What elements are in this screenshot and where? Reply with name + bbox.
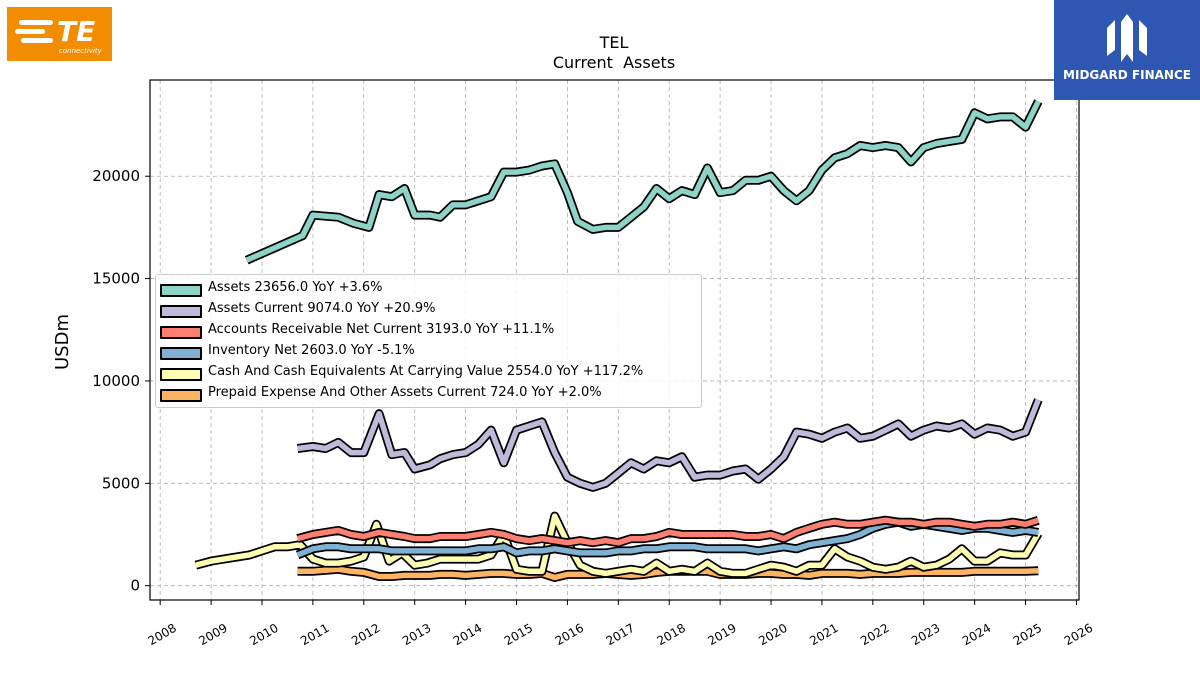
legend-item: Cash And Cash Equivalents At Carrying Va…: [160, 364, 700, 384]
x-tick-label: 2018: [654, 621, 687, 648]
te-stripes-icon: [15, 20, 53, 43]
series-line-outline: [297, 398, 1043, 492]
te-logo-text: TE: [57, 15, 96, 48]
legend-item: Assets 23656.0 YoY +3.6%: [160, 280, 700, 300]
x-tick-label: 2011: [298, 621, 331, 648]
x-tick-label: 2012: [349, 621, 382, 648]
legend-label: Prepaid Expense And Other Assets Current…: [208, 385, 602, 400]
series-line: [245, 100, 1041, 263]
x-tick-label: 2010: [247, 621, 280, 648]
midgard-emblem-icon: [1107, 14, 1147, 62]
x-tick-label: 2015: [502, 621, 535, 648]
x-tick-label: 2023: [909, 621, 942, 648]
y-axis-label: USDm: [52, 314, 73, 370]
x-tick-label: 2019: [705, 621, 738, 648]
series-line: [297, 398, 1041, 491]
chart-subtitle: Current Assets: [553, 53, 675, 72]
legend-item: Inventory Net 2603.0 YoY -5.1%: [160, 343, 700, 363]
y-tick-label: 20000: [92, 167, 140, 185]
legend-item: Accounts Receivable Net Current 3193.0 Y…: [160, 322, 700, 342]
legend-swatch: [160, 326, 202, 339]
series-line-outline: [244, 99, 1043, 265]
legend-swatch: [160, 347, 202, 360]
x-tick-label: 2017: [604, 621, 637, 648]
series-line: [195, 513, 1041, 577]
x-tick-label: 2016: [553, 621, 586, 648]
x-tick-label: 2021: [807, 621, 840, 648]
x-tick-label: 2025: [1011, 621, 1044, 648]
y-tick-label: 5000: [102, 474, 140, 492]
te-connectivity-logo: TE connectivity: [7, 7, 112, 61]
legend-label: Cash And Cash Equivalents At Carrying Va…: [208, 364, 644, 379]
legend-item: Assets Current 9074.0 YoY +20.9%: [160, 301, 700, 321]
plot-frame: [149, 79, 1080, 601]
y-tick-label: 15000: [92, 270, 140, 288]
x-tick-label: 2026: [1062, 621, 1095, 648]
x-tick-label: 2009: [196, 621, 229, 648]
midgard-finance-logo: MIDGARD FINANCE: [1054, 0, 1200, 100]
legend-swatch: [160, 389, 202, 402]
chart-title: TEL: [599, 33, 629, 52]
legend-label: Assets 23656.0 YoY +3.6%: [208, 280, 383, 295]
legend-label: Accounts Receivable Net Current 3193.0 Y…: [208, 322, 555, 337]
x-tick-label: 2020: [756, 621, 789, 648]
y-tick-label: 10000: [92, 372, 140, 390]
te-logo-subtext: connectivity: [59, 47, 102, 55]
midgard-logo-text: MIDGARD FINANCE: [1063, 68, 1191, 82]
legend-label: Inventory Net 2603.0 YoY -5.1%: [208, 343, 415, 358]
legend-swatch: [160, 305, 202, 318]
x-tick-label: 2008: [145, 621, 178, 648]
series-layer: [194, 99, 1043, 582]
legend-label: Assets Current 9074.0 YoY +20.9%: [208, 301, 436, 316]
x-tick-label: 2014: [451, 621, 484, 648]
x-tick-label: 2013: [400, 621, 433, 648]
legend-swatch: [160, 284, 202, 297]
legend-swatch: [160, 368, 202, 381]
y-tick-label: 0: [130, 577, 140, 595]
x-tick-label: 2022: [858, 621, 891, 648]
chart-legend: Assets 23656.0 YoY +3.6% Assets Current …: [155, 274, 702, 408]
x-tick-label: 2024: [960, 621, 993, 648]
series-line: [296, 517, 1040, 546]
legend-item: Prepaid Expense And Other Assets Current…: [160, 385, 700, 405]
